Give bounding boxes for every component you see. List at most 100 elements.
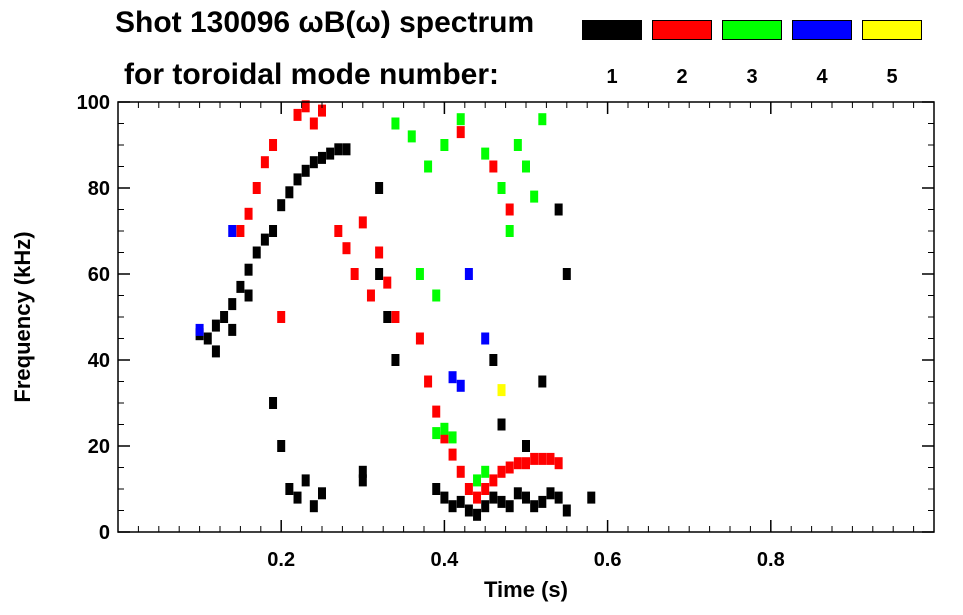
data-point-mode-3 [415,268,424,280]
data-point-mode-3 [481,465,490,478]
data-point-mode-2 [415,332,424,345]
data-point-mode-1 [497,418,506,431]
data-point-mode-3 [407,130,416,143]
data-point-mode-3 [432,427,441,440]
data-point-mode-3 [481,147,490,160]
data-point-mode-1 [309,156,318,169]
data-point-mode-2 [236,225,245,237]
data-point-mode-1 [228,298,237,311]
data-point-mode-1 [228,323,237,336]
data-point-mode-4 [448,371,457,384]
data-point-mode-2 [269,139,278,151]
legend-swatch-4 [792,20,852,40]
data-point-mode-1 [538,495,547,508]
data-point-mode-1 [301,164,310,177]
data-point-mode-4 [195,323,204,336]
data-point-mode-1 [513,487,522,500]
data-point-mode-1 [244,263,253,276]
data-point-mode-2 [432,405,441,418]
data-point-mode-2 [546,452,555,465]
data-point-mode-2 [342,242,351,255]
x-tick-label: 0.6 [594,549,622,571]
data-point-mode-1 [269,397,278,409]
data-point-mode-2 [391,311,400,323]
data-point-mode-1 [358,465,367,478]
data-point-mode-2 [358,216,367,229]
data-point-mode-1 [464,504,473,517]
data-point-mode-2 [293,108,302,121]
data-point-mode-3 [522,160,530,173]
data-point-mode-4 [481,332,490,345]
data-point-mode-2 [375,246,384,259]
data-point-mode-1 [260,233,269,246]
data-point-mode-5 [497,384,506,397]
data-point-mode-2 [497,465,506,478]
data-point-mode-1 [342,143,351,156]
data-point-mode-1 [252,246,261,259]
data-point-mode-2 [440,431,449,444]
data-point-mode-2 [489,474,498,487]
data-point-mode-2 [448,448,457,461]
data-point-mode-4 [464,268,473,280]
y-tick-label: 20 [88,436,110,458]
data-point-mode-4 [456,379,465,392]
data-point-mode-2 [522,457,530,470]
data-point-mode-2 [424,375,433,388]
x-tick-label: 0.2 [267,549,295,571]
y-tick-label: 60 [88,264,110,286]
data-point-mode-4 [228,225,237,237]
data-point-mode-1 [244,289,253,302]
data-point-mode-1 [269,225,278,237]
data-point-mode-2 [383,276,392,289]
data-point-mode-1 [562,504,571,517]
legend-label-5: 5 [886,66,898,88]
data-point-mode-1 [375,182,384,194]
data-point-mode-1 [522,491,530,504]
legend-swatch-3 [722,20,782,40]
data-point-mode-2 [260,156,269,169]
data-point-mode-1 [203,332,212,345]
chart-title-line-2: for toroidal mode number: [124,58,499,91]
data-point-mode-1 [448,500,457,513]
data-point-mode-1 [383,311,392,323]
data-point-mode-1 [587,491,596,504]
data-point-mode-1 [211,319,220,332]
y-tick-label: 80 [88,178,110,200]
data-point-mode-2 [366,289,375,302]
data-point-mode-1 [497,495,506,508]
data-point-mode-1 [277,199,286,212]
x-tick-label: 0.8 [757,549,785,571]
data-point-mode-1 [440,491,449,504]
data-point-mode-1 [301,474,310,487]
data-point-mode-2 [244,207,253,220]
data-point-mode-1 [489,354,498,366]
data-point-mode-2 [277,311,286,323]
data-point-mode-1 [285,186,294,199]
data-point-mode-3 [391,117,400,130]
data-point-mode-2 [554,457,563,470]
legend-label-2: 2 [676,66,688,88]
data-point-mode-1 [546,487,555,500]
data-point-mode-1 [562,268,571,280]
y-tick-label: 100 [77,92,110,114]
data-point-mode-1 [277,440,286,452]
data-point-mode-3 [530,190,539,203]
data-point-mode-1 [489,491,498,504]
data-point-mode-2 [301,100,310,113]
data-point-mode-1 [505,500,514,513]
data-point-mode-1 [211,345,220,358]
data-point-mode-2 [318,104,326,117]
data-point-mode-1 [432,483,441,495]
data-point-mode-3 [448,431,457,444]
data-point-mode-1 [326,147,335,160]
data-point-mode-2 [473,491,482,504]
data-point-mode-3 [440,139,449,151]
legend-label-3: 3 [746,66,758,88]
data-point-mode-2 [513,457,522,470]
data-point-mode-2 [538,452,547,465]
data-point-mode-1 [358,474,367,487]
data-point-mode-1 [318,151,326,164]
data-point-mode-1 [309,500,318,513]
data-point-mode-1 [334,143,343,156]
